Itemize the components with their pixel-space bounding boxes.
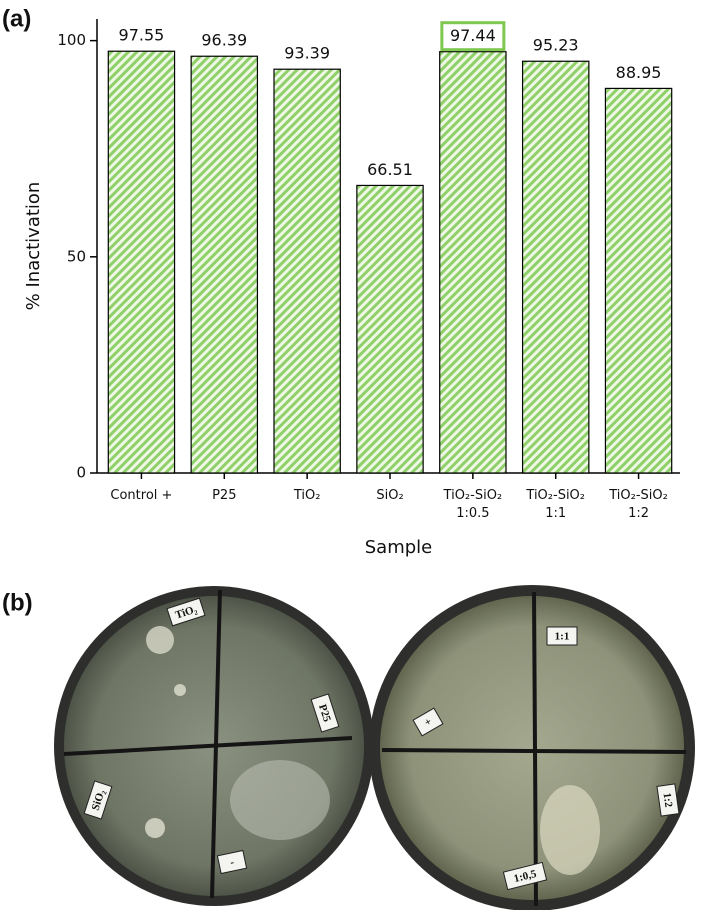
label-box — [412, 707, 444, 737]
label-box — [656, 783, 680, 817]
value-label: 93.39 — [284, 44, 330, 63]
colony — [174, 684, 186, 696]
dish-label: 1:0,5 — [502, 861, 548, 891]
label-text: P25 — [316, 703, 333, 724]
y-tick-label: 50 — [67, 247, 86, 265]
label-text: 1:0,5 — [513, 868, 539, 885]
y-tick-label: 100 — [57, 31, 86, 49]
bar — [190, 55, 259, 474]
label-text: - — [229, 856, 235, 869]
dish-label: SiO₂ — [83, 780, 113, 820]
value-label: 88.95 — [616, 63, 662, 82]
dish-agar — [380, 596, 684, 900]
label-box — [166, 597, 206, 627]
value-label: 97.55 — [119, 26, 165, 45]
dish-label: P25 — [310, 693, 340, 733]
divider — [532, 591, 538, 907]
bar — [439, 51, 507, 474]
bar — [521, 60, 590, 474]
label-box — [83, 780, 113, 820]
bar-chart: 0 50 100 % Inactivation Sample Control + 97.55… — [23, 19, 680, 558]
x-tick-label: P25 — [212, 488, 236, 503]
colony-area — [230, 760, 330, 840]
bar — [604, 87, 673, 474]
bar — [273, 68, 341, 474]
label-box — [546, 626, 578, 646]
label-box — [310, 693, 340, 733]
dish-label: 1:2 — [656, 783, 680, 817]
x-tick-label: SiO₂ — [376, 488, 403, 503]
value-label: 97.44 — [450, 26, 496, 45]
y-axis-title: % Inactivation — [23, 182, 44, 311]
value-label: 96.39 — [201, 31, 247, 50]
panel-label: (b) — [2, 589, 33, 616]
value-label: 66.51 — [367, 160, 413, 179]
x-axis-title: Sample — [365, 537, 433, 558]
divider — [63, 736, 353, 756]
x-tick-label: TiO₂-SiO₂ 1:1 — [525, 488, 585, 521]
divider — [381, 748, 687, 754]
bar — [356, 184, 424, 474]
highlight-box — [440, 21, 506, 52]
photo: (b) — [2, 578, 705, 911]
panel-label: (a) — [2, 5, 31, 32]
dish-label: TiO₂ — [166, 597, 206, 627]
dish-label: 1:1 — [546, 626, 578, 646]
x-tick-label: TiO₂-SiO₂ 1:0.5 — [443, 488, 503, 521]
x-tick-label: TiO₂ — [293, 488, 321, 503]
label-box — [502, 861, 548, 891]
label-text: + — [423, 716, 434, 730]
label-text: 1:2 — [661, 792, 675, 809]
colony — [146, 626, 174, 654]
colony — [145, 818, 165, 838]
dish-label: - — [216, 849, 248, 875]
colony-area — [540, 785, 600, 875]
value-label: 95.23 — [533, 36, 579, 55]
x-tick-label: Control + — [110, 488, 172, 503]
y-tick-label: 0 — [76, 464, 86, 482]
label-box — [216, 849, 248, 875]
x-tick-label: TiO₂-SiO₂ 1:2 — [608, 488, 668, 521]
dish-label: + — [412, 707, 444, 737]
bar — [107, 50, 176, 474]
label-text: 1:1 — [555, 631, 570, 643]
